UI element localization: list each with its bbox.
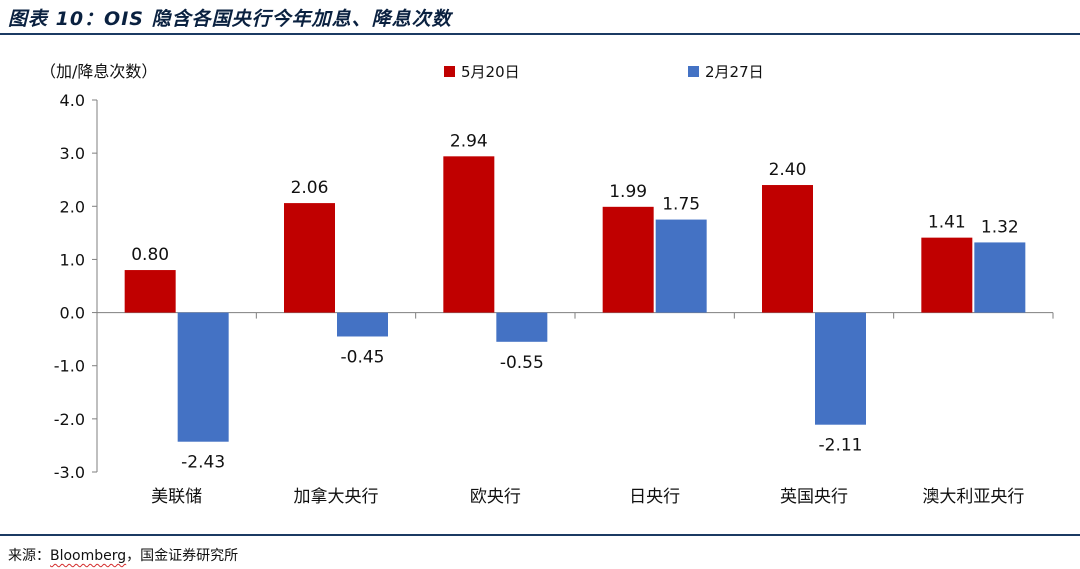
y-tick-label: 3.0 <box>60 144 85 163</box>
category-label: 日央行 <box>629 487 680 507</box>
y-axis: 4.0 3.0 2.0 1.0 0.0 -1.0 -2.0 -3.0 <box>54 91 98 482</box>
legend-swatch <box>688 66 699 77</box>
source-prefix: 来源： <box>8 548 50 564</box>
bar-feb27 <box>974 242 1026 313</box>
source-brand: Bloomberg <box>50 548 127 564</box>
bar-value-label: 1.99 <box>609 182 647 202</box>
legend-label: 2月27日 <box>705 63 764 81</box>
bar-value-label: 2.40 <box>769 160 807 180</box>
bar-value-label: 1.41 <box>928 213 966 233</box>
y-tick-label: 1.0 <box>60 250 85 269</box>
bar-may20 <box>124 270 176 313</box>
category-label: 加拿大央行 <box>294 486 379 507</box>
legend-swatch <box>444 66 455 77</box>
category-label: 澳大利亚央行 <box>922 487 1024 507</box>
bar-feb27 <box>337 312 388 337</box>
legend: 5月20日 2月27日 <box>444 63 764 81</box>
y-tick-label: -3.0 <box>54 463 85 482</box>
bar-value-label: -2.11 <box>819 436 863 456</box>
bar-may20 <box>284 203 335 313</box>
y-tick-label: 0.0 <box>60 304 85 323</box>
bar-value-label: -0.45 <box>341 347 385 367</box>
title-rule <box>0 33 1080 35</box>
x-axis: 美联储 加拿大央行 欧央行 日央行 英国央行 澳大利亚央行 <box>97 312 1054 507</box>
bars <box>124 156 1026 442</box>
bar-feb27 <box>815 312 866 425</box>
bar-value-label: 1.32 <box>981 217 1019 237</box>
legend-label: 5月20日 <box>461 63 520 81</box>
bar-may20 <box>602 206 654 313</box>
bar-value-label: 2.06 <box>291 178 329 198</box>
category-label: 英国央行 <box>780 487 848 507</box>
source-note: 来源：Bloomberg，国金证券研究所 <box>8 545 238 565</box>
bar-value-label: -2.43 <box>181 453 225 473</box>
bar-value-label: 1.75 <box>662 195 700 215</box>
source-rest: ，国金证券研究所 <box>126 548 239 564</box>
bar-value-label: 0.80 <box>131 245 169 265</box>
y-tick-label: 4.0 <box>60 91 85 110</box>
bar-may20 <box>443 156 495 313</box>
bar-may20 <box>921 237 973 313</box>
bar-value-labels: 0.80 2.06 2.94 1.99 2.40 1.41 -2.43 -0.45 -0.55 1… <box>131 131 1019 472</box>
y-tick-label: -1.0 <box>54 357 85 376</box>
figure-title: 图表 10：OIS 隐含各国央行今年加息、降息次数 <box>8 8 452 30</box>
y-axis-unit-label: （加/降息次数） <box>40 62 157 81</box>
bar-value-label: -0.55 <box>500 353 544 373</box>
y-tick-label: 2.0 <box>60 197 85 216</box>
category-label: 欧央行 <box>470 487 521 507</box>
y-tick-label: -2.0 <box>54 410 85 429</box>
footer-rule <box>0 534 1080 536</box>
bar-value-label: 2.94 <box>450 131 488 151</box>
bar-feb27 <box>496 312 548 342</box>
category-label: 美联储 <box>151 487 202 507</box>
bar-feb27 <box>655 219 707 313</box>
bar-feb27 <box>177 312 229 442</box>
bar-may20 <box>762 185 813 313</box>
